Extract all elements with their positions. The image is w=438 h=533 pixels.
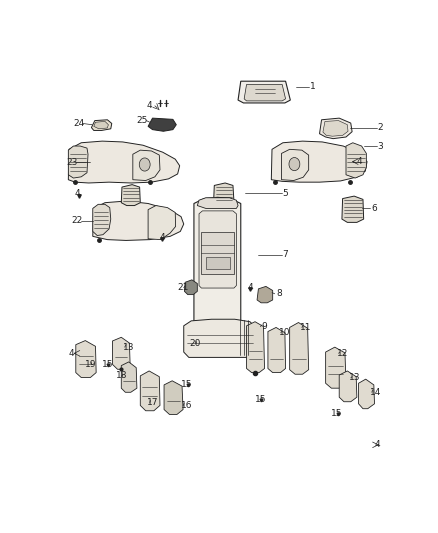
Text: 13: 13 xyxy=(349,374,360,382)
Polygon shape xyxy=(133,150,160,181)
Polygon shape xyxy=(197,198,238,208)
Polygon shape xyxy=(244,84,286,101)
Text: 25: 25 xyxy=(137,116,148,125)
Polygon shape xyxy=(184,280,197,295)
Polygon shape xyxy=(164,381,183,415)
Polygon shape xyxy=(339,371,357,402)
Text: 4: 4 xyxy=(147,101,152,110)
Polygon shape xyxy=(325,347,346,388)
Polygon shape xyxy=(247,322,265,373)
Text: 9: 9 xyxy=(261,322,268,331)
Text: 19: 19 xyxy=(85,360,96,369)
Text: 4: 4 xyxy=(159,232,165,241)
Polygon shape xyxy=(113,337,130,369)
Text: 24: 24 xyxy=(73,119,84,128)
Polygon shape xyxy=(342,196,364,222)
Polygon shape xyxy=(76,341,96,377)
Text: 4: 4 xyxy=(374,440,380,449)
Polygon shape xyxy=(184,319,255,358)
Text: 15: 15 xyxy=(181,381,193,390)
Polygon shape xyxy=(359,379,374,409)
Text: 13: 13 xyxy=(123,343,134,352)
Text: 3: 3 xyxy=(378,142,384,150)
Polygon shape xyxy=(121,184,140,206)
Circle shape xyxy=(289,158,300,171)
Text: 4: 4 xyxy=(68,349,74,358)
Text: 6: 6 xyxy=(371,204,377,213)
Text: 11: 11 xyxy=(300,323,312,332)
Polygon shape xyxy=(268,327,286,373)
Polygon shape xyxy=(94,122,108,129)
Text: 1: 1 xyxy=(310,82,316,91)
Polygon shape xyxy=(271,141,367,182)
Polygon shape xyxy=(323,120,348,136)
Polygon shape xyxy=(121,362,137,392)
Text: 23: 23 xyxy=(66,158,78,167)
Text: 15: 15 xyxy=(332,409,343,418)
Text: 5: 5 xyxy=(283,189,289,198)
Text: 22: 22 xyxy=(71,216,82,225)
Text: 4: 4 xyxy=(75,189,81,198)
Polygon shape xyxy=(201,232,234,274)
Text: 14: 14 xyxy=(370,388,381,397)
Circle shape xyxy=(139,158,150,171)
Text: 21: 21 xyxy=(177,283,189,292)
Polygon shape xyxy=(140,371,160,411)
Polygon shape xyxy=(290,322,309,374)
Polygon shape xyxy=(194,197,241,335)
Polygon shape xyxy=(93,204,111,236)
Polygon shape xyxy=(93,201,184,240)
Polygon shape xyxy=(320,118,352,139)
Polygon shape xyxy=(68,141,180,183)
Polygon shape xyxy=(68,146,88,178)
Text: 16: 16 xyxy=(181,401,193,410)
Text: 20: 20 xyxy=(190,338,201,348)
Text: 4: 4 xyxy=(247,283,253,292)
Text: 8: 8 xyxy=(276,289,282,298)
Text: 7: 7 xyxy=(283,251,289,259)
Text: 15: 15 xyxy=(102,360,113,369)
Polygon shape xyxy=(282,149,309,181)
Polygon shape xyxy=(238,81,290,103)
Text: 15: 15 xyxy=(255,395,266,404)
Text: 18: 18 xyxy=(116,372,127,381)
Polygon shape xyxy=(214,183,234,205)
Polygon shape xyxy=(206,257,230,269)
Text: 4: 4 xyxy=(357,157,362,166)
Polygon shape xyxy=(148,206,176,240)
Polygon shape xyxy=(346,143,366,178)
Polygon shape xyxy=(199,211,237,288)
Polygon shape xyxy=(92,120,112,131)
Text: 17: 17 xyxy=(148,398,159,407)
Text: 12: 12 xyxy=(337,349,348,358)
Polygon shape xyxy=(257,286,273,303)
Polygon shape xyxy=(148,118,176,131)
Text: 2: 2 xyxy=(378,123,383,132)
Text: 10: 10 xyxy=(279,328,291,337)
